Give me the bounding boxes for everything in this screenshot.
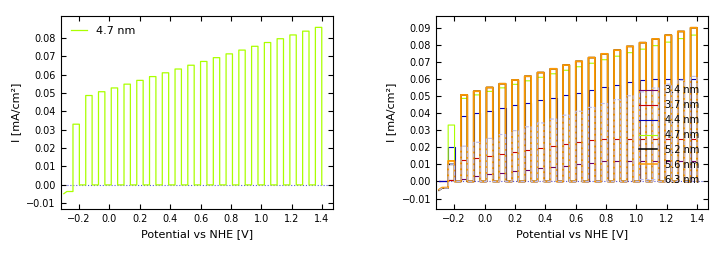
4.7 nm: [247, 45, 256, 48]
4.7 nm: [693, 180, 701, 183]
3.7 nm: [641, 137, 650, 140]
6.3 nm: [508, 129, 516, 132]
Line: 3.4 nm: 3.4 nm: [439, 161, 697, 181]
4.7 nm: [298, 29, 307, 33]
Legend: 3.4 nm, 3.7 nm, 4.4 nm, 4.7 nm, 5.2 nm, 5.6 nm, 6.3 nm: 3.4 nm, 3.7 nm, 4.4 nm, 4.7 nm, 5.2 nm, …: [636, 81, 703, 188]
Line: 5.6 nm: 5.6 nm: [439, 28, 697, 190]
3.4 nm: [641, 159, 650, 163]
3.4 nm: [629, 159, 638, 163]
3.4 nm: [610, 159, 618, 163]
4.7 nm: [311, 26, 320, 29]
4.4 nm: [693, 180, 701, 183]
3.4 nm: [435, 180, 443, 183]
3.4 nm: [693, 180, 701, 183]
4.4 nm: [641, 78, 650, 81]
3.7 nm: [693, 180, 701, 183]
4.4 nm: [693, 180, 701, 183]
5.6 nm: [641, 41, 650, 44]
X-axis label: Potential vs NHE [V]: Potential vs NHE [V]: [516, 229, 628, 239]
3.7 nm: [597, 137, 606, 140]
4.7 nm: [59, 192, 68, 195]
4.7 nm: [623, 51, 631, 54]
5.6 nm: [661, 180, 669, 183]
4.7 nm: [317, 183, 326, 186]
4.7 nm: [132, 79, 141, 82]
5.6 nm: [693, 180, 701, 183]
4.7 nm: [674, 37, 682, 40]
Line: 3.7 nm: 3.7 nm: [439, 139, 697, 181]
3.4 nm: [693, 180, 701, 183]
6.3 nm: [693, 180, 701, 183]
6.3 nm: [661, 180, 669, 183]
Line: 4.7 nm: 4.7 nm: [64, 27, 322, 194]
6.3 nm: [641, 90, 650, 93]
3.7 nm: [508, 151, 516, 154]
4.7 nm: [317, 183, 326, 186]
5.2 nm: [686, 26, 695, 29]
5.6 nm: [508, 78, 516, 81]
Y-axis label: I [mA/cm²]: I [mA/cm²]: [11, 82, 21, 142]
Line: 4.4 nm: 4.4 nm: [439, 79, 697, 181]
6.3 nm: [693, 180, 701, 183]
4.4 nm: [508, 104, 516, 107]
5.6 nm: [686, 26, 695, 29]
Y-axis label: I [mA/cm²]: I [mA/cm²]: [386, 82, 396, 142]
Line: 4.7 nm: 4.7 nm: [439, 35, 697, 190]
6.3 nm: [435, 189, 443, 192]
4.4 nm: [623, 81, 631, 84]
4.4 nm: [435, 180, 443, 183]
3.7 nm: [661, 180, 669, 183]
6.3 nm: [674, 79, 682, 82]
3.7 nm: [629, 137, 638, 140]
4.4 nm: [680, 77, 689, 80]
5.2 nm: [674, 30, 682, 33]
5.2 nm: [693, 180, 701, 183]
4.7 nm: [661, 180, 669, 183]
5.2 nm: [641, 41, 650, 44]
3.4 nm: [661, 180, 669, 183]
3.7 nm: [693, 180, 701, 183]
6.3 nm: [623, 94, 631, 97]
4.7 nm: [285, 183, 294, 186]
3.4 nm: [680, 159, 689, 163]
Line: 5.2 nm: 5.2 nm: [439, 28, 697, 190]
Line: 6.3 nm: 6.3 nm: [439, 76, 697, 190]
5.6 nm: [693, 180, 701, 183]
4.4 nm: [648, 77, 656, 80]
3.7 nm: [680, 137, 689, 140]
4.7 nm: [508, 83, 516, 86]
5.2 nm: [508, 78, 516, 81]
4.7 nm: [641, 48, 650, 51]
X-axis label: Potential vs NHE [V]: Potential vs NHE [V]: [141, 229, 253, 239]
5.2 nm: [435, 189, 443, 192]
6.3 nm: [686, 75, 695, 78]
5.2 nm: [661, 180, 669, 183]
5.6 nm: [435, 188, 443, 191]
4.7 nm: [693, 180, 701, 183]
4.7 nm: [686, 33, 695, 37]
5.2 nm: [693, 180, 701, 183]
5.6 nm: [674, 30, 682, 33]
5.6 nm: [623, 45, 631, 48]
3.4 nm: [508, 170, 516, 173]
Legend: 4.7 nm: 4.7 nm: [66, 21, 140, 40]
3.7 nm: [435, 180, 443, 183]
4.7 nm: [435, 188, 443, 191]
5.2 nm: [623, 45, 631, 48]
4.7 nm: [267, 41, 275, 44]
4.4 nm: [661, 180, 669, 183]
